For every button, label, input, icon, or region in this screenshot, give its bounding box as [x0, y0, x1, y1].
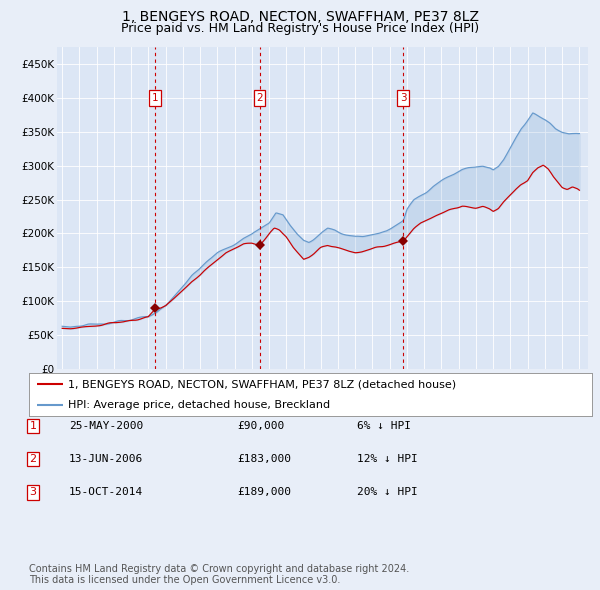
Text: 13-JUN-2006: 13-JUN-2006 — [69, 454, 143, 464]
Text: HPI: Average price, detached house, Breckland: HPI: Average price, detached house, Brec… — [68, 400, 331, 409]
Text: 3: 3 — [400, 93, 407, 103]
Text: Price paid vs. HM Land Registry's House Price Index (HPI): Price paid vs. HM Land Registry's House … — [121, 22, 479, 35]
Text: 1, BENGEYS ROAD, NECTON, SWAFFHAM, PE37 8LZ (detached house): 1, BENGEYS ROAD, NECTON, SWAFFHAM, PE37 … — [68, 379, 457, 389]
Text: 6% ↓ HPI: 6% ↓ HPI — [357, 421, 411, 431]
Text: 1: 1 — [152, 93, 158, 103]
Text: Contains HM Land Registry data © Crown copyright and database right 2024.
This d: Contains HM Land Registry data © Crown c… — [29, 563, 409, 585]
Text: 12% ↓ HPI: 12% ↓ HPI — [357, 454, 418, 464]
Text: 20% ↓ HPI: 20% ↓ HPI — [357, 487, 418, 497]
Text: 2: 2 — [256, 93, 263, 103]
Text: 1, BENGEYS ROAD, NECTON, SWAFFHAM, PE37 8LZ: 1, BENGEYS ROAD, NECTON, SWAFFHAM, PE37 … — [121, 10, 479, 24]
Text: 15-OCT-2014: 15-OCT-2014 — [69, 487, 143, 497]
Text: 25-MAY-2000: 25-MAY-2000 — [69, 421, 143, 431]
Text: 3: 3 — [29, 487, 37, 497]
Text: £183,000: £183,000 — [237, 454, 291, 464]
Text: £90,000: £90,000 — [237, 421, 284, 431]
Text: 2: 2 — [29, 454, 37, 464]
Text: £189,000: £189,000 — [237, 487, 291, 497]
Text: 1: 1 — [29, 421, 37, 431]
